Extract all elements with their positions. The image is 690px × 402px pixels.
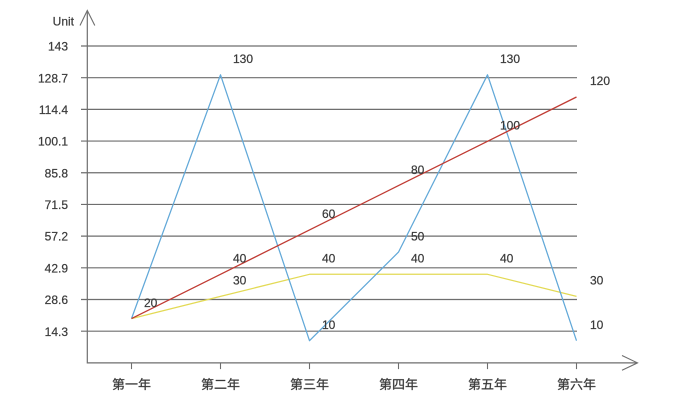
- svg-text:30: 30: [233, 274, 247, 288]
- svg-text:50: 50: [411, 229, 425, 243]
- svg-text:Unit: Unit: [53, 14, 75, 28]
- svg-text:30: 30: [590, 274, 604, 288]
- svg-text:130: 130: [500, 52, 520, 66]
- svg-text:85.8: 85.8: [45, 166, 69, 180]
- svg-text:143: 143: [48, 40, 68, 54]
- svg-text:100.1: 100.1: [38, 135, 68, 149]
- svg-text:28.6: 28.6: [45, 293, 69, 307]
- svg-text:42.9: 42.9: [45, 261, 69, 275]
- svg-text:40: 40: [411, 252, 425, 266]
- svg-text:40: 40: [500, 252, 514, 266]
- svg-text:10: 10: [590, 318, 604, 332]
- svg-text:10: 10: [322, 318, 336, 332]
- svg-text:80: 80: [411, 163, 425, 177]
- svg-text:128.7: 128.7: [38, 71, 68, 85]
- svg-text:114.4: 114.4: [39, 103, 68, 117]
- svg-text:14.3: 14.3: [45, 325, 69, 339]
- svg-text:60: 60: [322, 207, 336, 221]
- svg-text:40: 40: [233, 252, 247, 266]
- svg-text:57.2: 57.2: [45, 230, 69, 244]
- svg-text:120: 120: [590, 74, 610, 88]
- svg-text:40: 40: [322, 252, 336, 266]
- svg-text:71.5: 71.5: [45, 198, 69, 212]
- svg-text:20: 20: [144, 296, 158, 310]
- svg-text:130: 130: [233, 52, 253, 66]
- svg-text:100: 100: [500, 119, 520, 133]
